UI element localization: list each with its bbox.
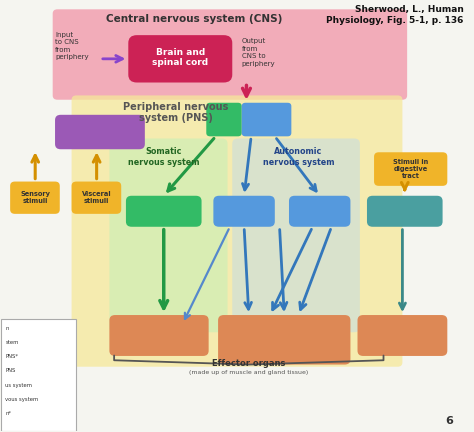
FancyBboxPatch shape — [357, 315, 447, 356]
Text: n: n — [5, 326, 9, 331]
Text: Sensory
stimuli: Sensory stimuli — [20, 191, 50, 204]
Text: Brain and
spinal cord: Brain and spinal cord — [152, 48, 209, 67]
Text: Output
from
CNS to
periphery: Output from CNS to periphery — [242, 38, 275, 67]
FancyBboxPatch shape — [0, 319, 76, 431]
FancyBboxPatch shape — [55, 115, 145, 149]
Text: Somatic
nervous system: Somatic nervous system — [128, 147, 200, 166]
Text: Autonomic
nervous system: Autonomic nervous system — [263, 147, 334, 166]
FancyBboxPatch shape — [109, 315, 209, 356]
Text: Input
to CNS
from
periphery: Input to CNS from periphery — [55, 32, 89, 60]
Text: us system: us system — [5, 383, 32, 388]
FancyBboxPatch shape — [109, 139, 228, 332]
FancyBboxPatch shape — [128, 35, 232, 83]
Text: Effector organs: Effector organs — [212, 359, 285, 368]
Text: vous system: vous system — [5, 397, 39, 402]
FancyBboxPatch shape — [72, 181, 121, 214]
FancyBboxPatch shape — [53, 10, 407, 100]
Text: Visceral
stimuli: Visceral stimuli — [82, 191, 111, 204]
FancyBboxPatch shape — [367, 196, 443, 227]
FancyBboxPatch shape — [374, 152, 447, 186]
Text: PNS: PNS — [5, 368, 16, 373]
Text: 6: 6 — [446, 416, 454, 426]
Text: Central nervous system (CNS): Central nervous system (CNS) — [106, 15, 283, 25]
FancyBboxPatch shape — [126, 196, 201, 227]
FancyBboxPatch shape — [242, 103, 292, 137]
Text: stem: stem — [5, 340, 19, 345]
Text: PNS*: PNS* — [5, 354, 18, 359]
Text: Sherwood, L., Human
Physiology, Fig. 5-1, p. 136: Sherwood, L., Human Physiology, Fig. 5-1… — [327, 5, 464, 25]
FancyBboxPatch shape — [218, 315, 350, 365]
FancyBboxPatch shape — [213, 196, 275, 227]
FancyBboxPatch shape — [289, 196, 350, 227]
Text: (made up of muscle and gland tissue): (made up of muscle and gland tissue) — [189, 370, 309, 375]
FancyBboxPatch shape — [10, 181, 60, 214]
Text: Stimuli in
digestive
tract: Stimuli in digestive tract — [393, 159, 428, 179]
Text: n*: n* — [5, 411, 11, 416]
FancyBboxPatch shape — [206, 103, 242, 137]
FancyBboxPatch shape — [232, 139, 360, 332]
FancyBboxPatch shape — [72, 95, 402, 367]
Text: Peripheral nervous
system (PNS): Peripheral nervous system (PNS) — [123, 102, 228, 124]
